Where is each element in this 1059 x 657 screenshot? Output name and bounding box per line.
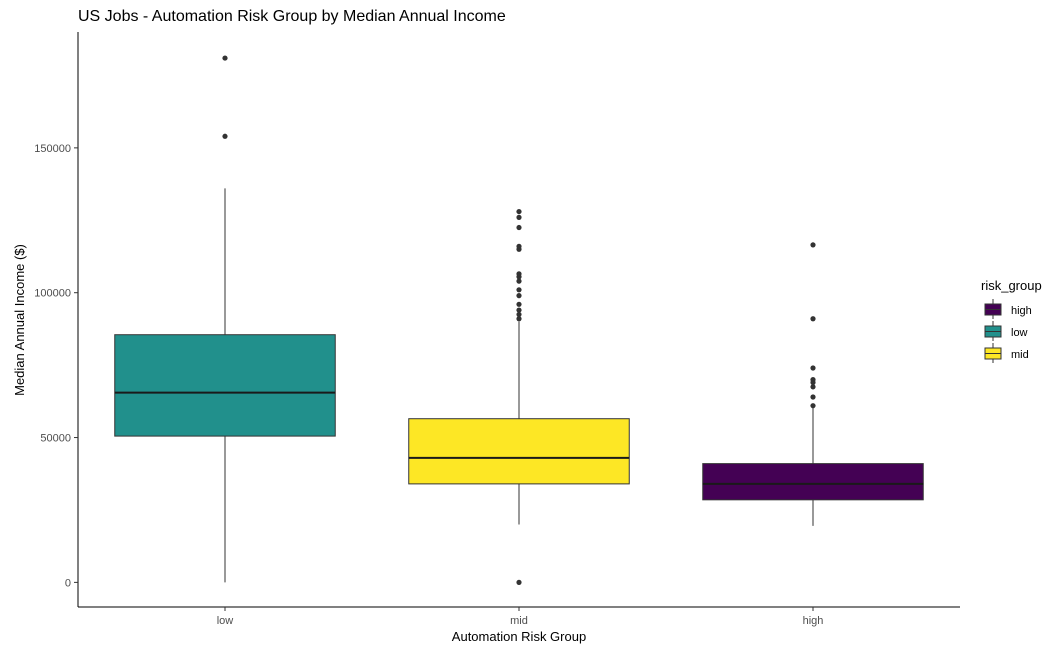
- boxes-layer: [114, 55, 924, 585]
- outlier-point: [810, 377, 816, 383]
- legend-label-low: low: [1011, 327, 1028, 339]
- outlier-point: [516, 307, 522, 313]
- outlier-point: [516, 287, 522, 293]
- outlier-point: [516, 301, 522, 307]
- outlier-point: [516, 271, 522, 277]
- axes-layer: 0 50000 100000 150000 low mid high: [34, 32, 960, 627]
- outlier-point: [810, 365, 816, 371]
- box-iqr: [408, 418, 630, 485]
- box-iqr: [702, 463, 924, 501]
- outlier-point: [516, 243, 522, 249]
- y-tick-label: 100000: [34, 288, 71, 300]
- outlier-point: [516, 293, 522, 299]
- y-axis-title: Median Annual Income ($): [12, 244, 27, 396]
- outlier-point: [810, 242, 816, 248]
- box-high: [702, 242, 924, 526]
- outlier-point: [516, 208, 522, 215]
- outlier-point: [222, 133, 228, 139]
- x-axis-title: Automation Risk Group: [452, 629, 586, 644]
- legend-title: risk_group: [981, 278, 1042, 293]
- outlier-point: [516, 224, 522, 231]
- box-low: [114, 55, 336, 583]
- outlier-point: [516, 316, 522, 322]
- legend-label-mid: mid: [1011, 349, 1029, 361]
- x-tick-label: mid: [510, 615, 528, 627]
- x-tick-label: high: [803, 615, 824, 627]
- outlier-point: [810, 394, 816, 400]
- outlier-point: [222, 55, 228, 61]
- outlier-point: [810, 316, 816, 322]
- outlier-point: [516, 278, 522, 284]
- y-tick-label: 150000: [34, 143, 71, 155]
- box-iqr: [114, 334, 336, 437]
- chart-title: US Jobs - Automation Risk Group by Media…: [78, 8, 506, 25]
- y-tick-label: 0: [65, 577, 71, 589]
- outlier-point: [516, 311, 522, 318]
- y-tick-label: 50000: [40, 433, 71, 445]
- legend: risk_group high low mid: [981, 278, 1042, 363]
- outlier-point: [516, 579, 522, 585]
- legend-label-high: high: [1011, 305, 1032, 317]
- x-tick-label: low: [217, 615, 234, 627]
- box-mid: [408, 208, 630, 585]
- outlier-point: [516, 214, 522, 220]
- outlier-point: [810, 384, 816, 390]
- outlier-point: [810, 403, 816, 409]
